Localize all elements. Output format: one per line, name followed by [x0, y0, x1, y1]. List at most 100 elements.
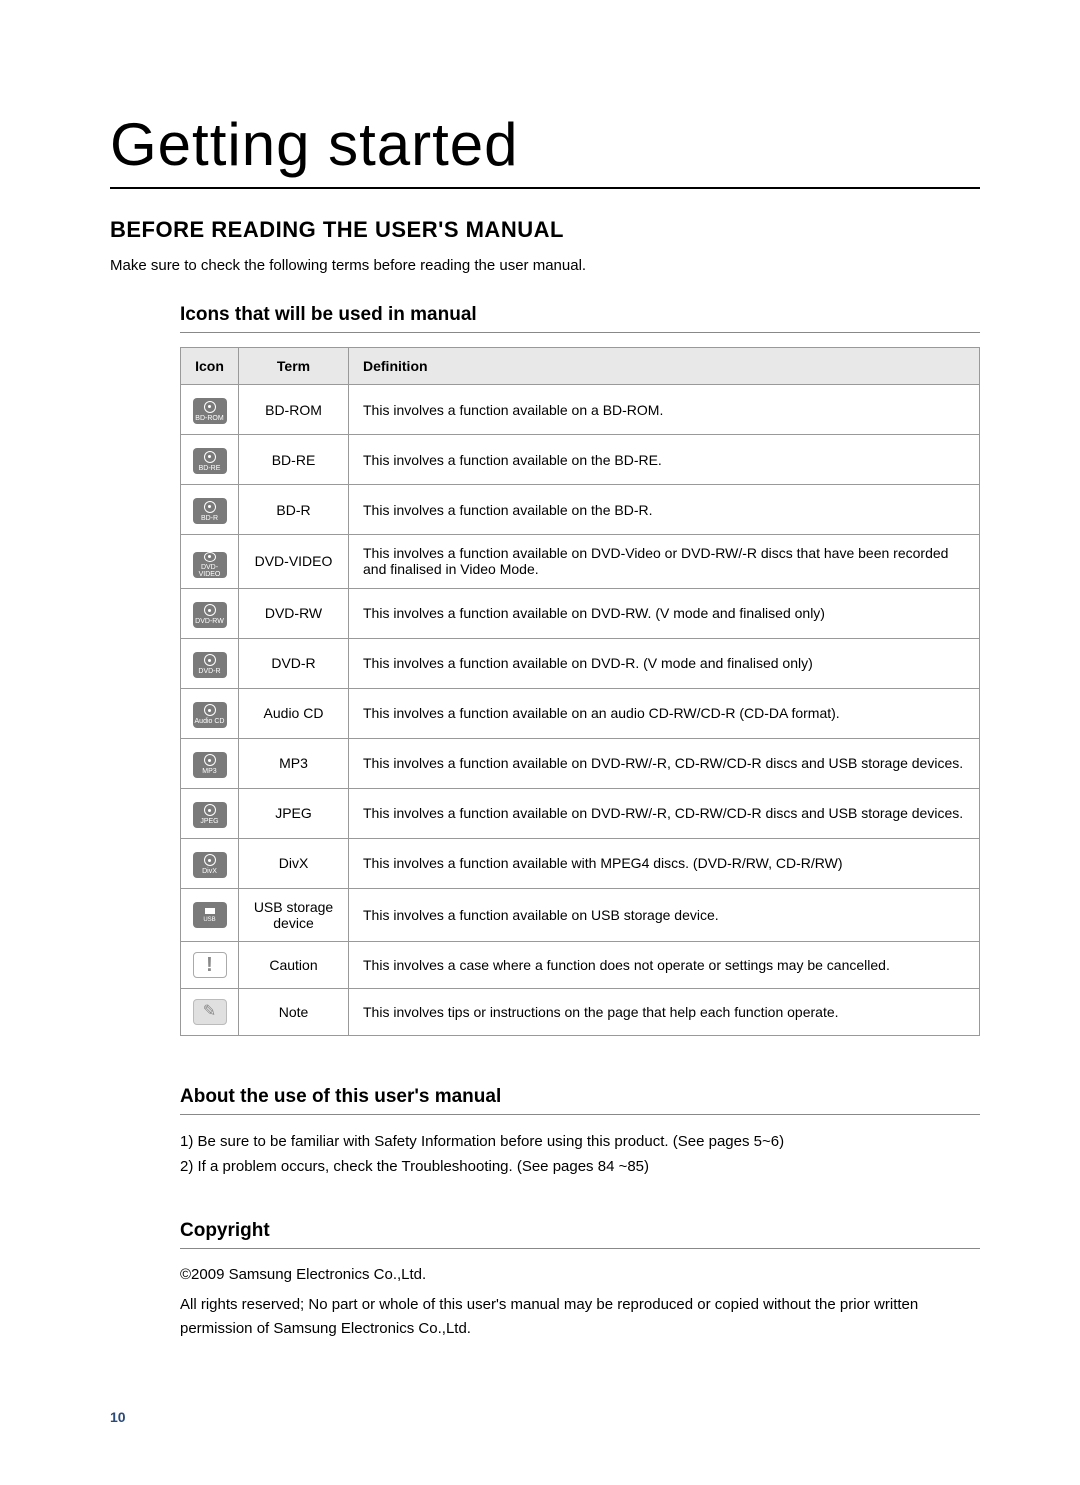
disc-circle-icon: [204, 704, 216, 716]
icon-label: DVD-RW: [195, 618, 224, 625]
cell-icon: DivX: [181, 838, 239, 888]
disc-circle-icon: [204, 654, 216, 666]
icons-table-wrap: Icon Term Definition BD-ROMBD-ROMThis in…: [180, 347, 980, 1036]
cell-icon: BD-ROM: [181, 385, 239, 435]
icons-table: Icon Term Definition BD-ROMBD-ROMThis in…: [180, 347, 980, 1036]
cell-icon: ✎: [181, 988, 239, 1035]
cell-definition: This involves a case where a function do…: [349, 941, 980, 988]
icons-table-body: BD-ROMBD-ROMThis involves a function ava…: [181, 385, 980, 1036]
disc-icon: BD-ROM: [193, 398, 227, 424]
copyright-block: Copyright ©2009 Samsung Electronics Co.,…: [180, 1220, 980, 1341]
disc-circle-icon: [204, 604, 216, 616]
cell-term: DivX: [239, 838, 349, 888]
disc-icon: Audio CD: [193, 702, 227, 728]
table-row: DVD-RDVD-RThis involves a function avail…: [181, 638, 980, 688]
disc-circle-icon: [204, 804, 216, 816]
note-icon: ✎: [193, 999, 227, 1025]
disc-icon: DivX: [193, 852, 227, 878]
table-row: DVD-RWDVD-RWThis involves a function ava…: [181, 588, 980, 638]
cell-definition: This involves a function available on US…: [349, 888, 980, 941]
header-icon: Icon: [181, 348, 239, 385]
cell-icon: !: [181, 941, 239, 988]
disc-circle-icon: [204, 451, 216, 463]
disc-circle-icon: [204, 754, 216, 766]
cell-definition: This involves a function available with …: [349, 838, 980, 888]
cell-term: MP3: [239, 738, 349, 788]
table-row: DVD-VIDEODVD-VIDEOThis involves a functi…: [181, 535, 980, 589]
disc-circle-icon: [204, 854, 216, 866]
disc-icon: BD-R: [193, 498, 227, 524]
intro-text: Make sure to check the following terms b…: [110, 257, 980, 274]
cell-definition: This involves a function available on DV…: [349, 588, 980, 638]
disc-icon: DVD-R: [193, 652, 227, 678]
copyright-subheading: Copyright: [180, 1220, 980, 1249]
cell-icon: JPEG: [181, 788, 239, 838]
cell-term: DVD-R: [239, 638, 349, 688]
cell-term: BD-ROM: [239, 385, 349, 435]
cell-term: BD-R: [239, 485, 349, 535]
disc-icon: DVD-RW: [193, 602, 227, 628]
table-row: BD-RBD-RThis involves a function availab…: [181, 485, 980, 535]
usb-icon: USB: [193, 902, 227, 928]
list-item: 2) If a problem occurs, check the Troubl…: [180, 1154, 980, 1180]
cell-icon: DVD-R: [181, 638, 239, 688]
table-header-row: Icon Term Definition: [181, 348, 980, 385]
icon-label: DVD-R: [198, 668, 220, 675]
icons-subheading: Icons that will be used in manual: [180, 304, 980, 333]
page-title: Getting started: [110, 110, 980, 189]
copyright-line: ©2009 Samsung Electronics Co.,Ltd.: [180, 1263, 980, 1287]
about-block: About the use of this user's manual 1) B…: [180, 1086, 980, 1180]
cell-icon: BD-R: [181, 485, 239, 535]
cell-definition: This involves a function available on DV…: [349, 738, 980, 788]
header-term: Term: [239, 348, 349, 385]
cell-term: USB storage device: [239, 888, 349, 941]
cell-icon: MP3: [181, 738, 239, 788]
cell-definition: This involves a function available on DV…: [349, 638, 980, 688]
cell-term: JPEG: [239, 788, 349, 838]
icon-label: MP3: [202, 768, 216, 775]
cell-term: Note: [239, 988, 349, 1035]
disc-icon: BD-RE: [193, 448, 227, 474]
cell-term: Caution: [239, 941, 349, 988]
cell-icon: Audio CD: [181, 688, 239, 738]
copyright-text: ©2009 Samsung Electronics Co.,Ltd.All ri…: [180, 1263, 980, 1341]
cell-definition: This involves tips or instructions on th…: [349, 988, 980, 1035]
cell-term: DVD-VIDEO: [239, 535, 349, 589]
cell-icon: USB: [181, 888, 239, 941]
cell-definition: This involves a function available on th…: [349, 435, 980, 485]
caution-icon: !: [193, 952, 227, 978]
cell-term: Audio CD: [239, 688, 349, 738]
list-item: 1) Be sure to be familiar with Safety In…: [180, 1129, 980, 1155]
icon-label: BD-RE: [199, 465, 221, 472]
section-heading: BEFORE READING THE USER'S MANUAL: [110, 217, 980, 243]
icon-label: USB: [203, 906, 215, 923]
table-row: ! CautionThis involves a case where a fun…: [181, 941, 980, 988]
disc-circle-icon: [204, 401, 216, 413]
icon-label: DVD-VIDEO: [193, 564, 227, 578]
table-row: BD-ROMBD-ROMThis involves a function ava…: [181, 385, 980, 435]
icon-label: JPEG: [200, 818, 218, 825]
icon-label: Audio CD: [195, 718, 225, 725]
disc-circle-icon: [204, 552, 216, 562]
table-row: ✎ NoteThis involves tips or instructions …: [181, 988, 980, 1035]
disc-icon: MP3: [193, 752, 227, 778]
icon-label: DivX: [202, 868, 217, 875]
header-definition: Definition: [349, 348, 980, 385]
cell-definition: This involves a function available on th…: [349, 485, 980, 535]
table-row: BD-REBD-REThis involves a function avail…: [181, 435, 980, 485]
disc-icon: JPEG: [193, 802, 227, 828]
table-row: Audio CDAudio CDThis involves a function…: [181, 688, 980, 738]
table-row: DivXDivXThis involves a function availab…: [181, 838, 980, 888]
about-subheading: About the use of this user's manual: [180, 1086, 980, 1115]
cell-icon: DVD-RW: [181, 588, 239, 638]
icon-label: BD-R: [201, 515, 218, 522]
disc-icon: DVD-VIDEO: [193, 552, 227, 578]
cell-term: BD-RE: [239, 435, 349, 485]
cell-definition: This involves a function available on an…: [349, 688, 980, 738]
table-row: MP3MP3This involves a function available…: [181, 738, 980, 788]
table-row: USB USB storage deviceThis involves a fun…: [181, 888, 980, 941]
cell-definition: This involves a function available on DV…: [349, 535, 980, 589]
disc-circle-icon: [204, 501, 216, 513]
cell-icon: BD-RE: [181, 435, 239, 485]
table-row: JPEGJPEGThis involves a function availab…: [181, 788, 980, 838]
